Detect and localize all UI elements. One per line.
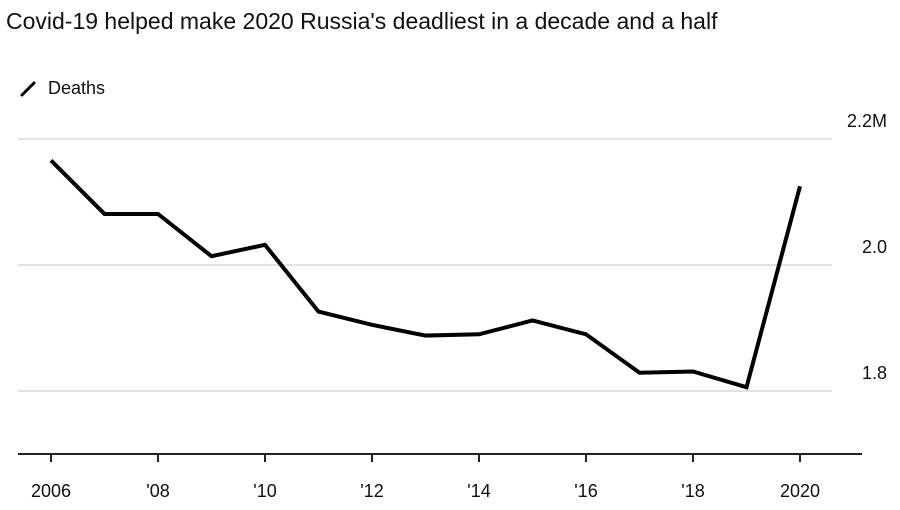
legend: Deaths xyxy=(20,78,105,99)
x-tick-label: 2020 xyxy=(780,481,820,501)
y-tick-label: 1.8 xyxy=(862,363,887,383)
x-tick-label: 2006 xyxy=(31,481,71,501)
x-tick-label: '10 xyxy=(253,481,276,501)
chart-title: Covid-19 helped make 2020 Russia's deadl… xyxy=(6,8,718,34)
y-tick-label: 2.2M xyxy=(847,111,887,131)
legend-label: Deaths xyxy=(48,78,106,98)
x-tick-label: '16 xyxy=(574,481,597,501)
x-tick-label: '14 xyxy=(467,481,490,501)
x-tick-label: '12 xyxy=(360,481,383,501)
y-tick-label: 2.0 xyxy=(862,237,887,257)
legend-line-icon xyxy=(20,81,36,96)
series-line-deaths xyxy=(49,159,802,390)
x-tick-label: '08 xyxy=(146,481,169,501)
x-tick-label: '18 xyxy=(681,481,704,501)
